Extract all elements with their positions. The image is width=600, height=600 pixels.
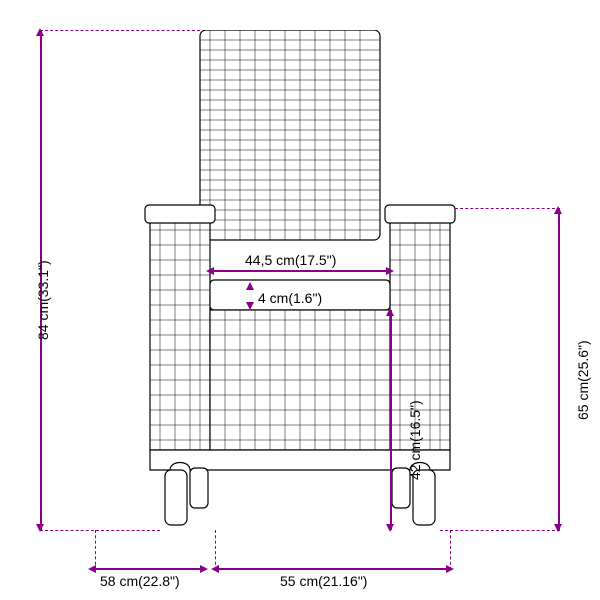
label-cushion: 4 cm(1.6") (258, 290, 322, 306)
label-depth: 58 cm(22.8") (100, 573, 180, 589)
dim-line-arm-height (558, 208, 560, 530)
chair-drawing (90, 30, 510, 530)
label-total-height: 84 cm(33.1") (35, 260, 51, 340)
dim-line-seat-width (210, 270, 390, 272)
dimension-diagram: 84 cm(33.1") 65 cm(25.6") 42 cm(16.5") 4… (0, 0, 600, 600)
label-seat-height: 42 cm(16.5") (407, 400, 423, 480)
dim-line-depth (95, 568, 206, 570)
dim-line-width (215, 568, 450, 570)
label-width: 55 cm(21.16") (280, 573, 367, 589)
label-arm-height: 65 cm(25.6") (575, 340, 591, 420)
label-seat-width: 44,5 cm(17.5") (245, 252, 336, 268)
dim-line-seat-height (390, 310, 392, 530)
